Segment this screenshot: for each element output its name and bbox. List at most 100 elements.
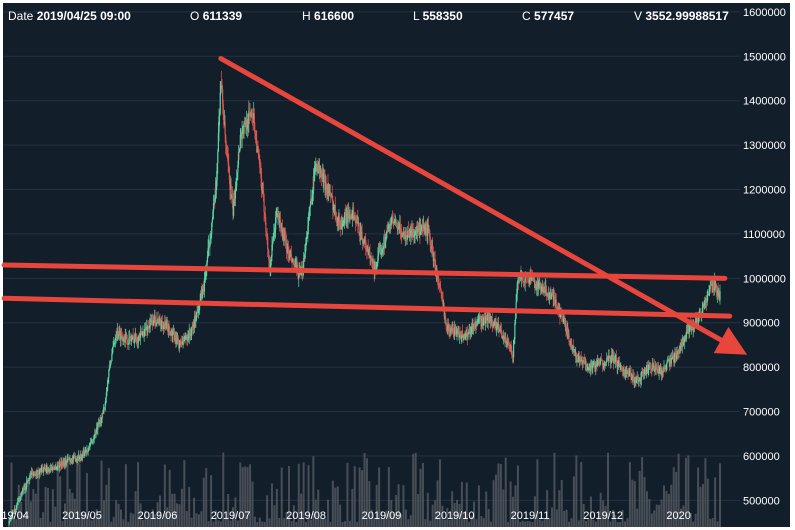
- candle-down: [61, 465, 64, 466]
- candle-down: [240, 133, 243, 140]
- candle-down: [222, 103, 224, 116]
- candle-up: [456, 331, 458, 334]
- volume-bar: [546, 490, 549, 527]
- candle-down: [452, 325, 454, 329]
- candle-up: [375, 268, 377, 269]
- candle-down: [707, 294, 710, 296]
- candle-up: [143, 336, 145, 337]
- volume-bar: [205, 468, 208, 527]
- volume-bar: [151, 509, 154, 527]
- candle-down: [584, 362, 586, 365]
- candle-up: [659, 369, 661, 371]
- candle-up: [161, 321, 163, 324]
- candle-up: [360, 231, 363, 240]
- candle-down: [568, 335, 570, 342]
- candle-down: [151, 320, 153, 322]
- candle-down: [325, 182, 327, 189]
- candle-down: [423, 225, 425, 231]
- volume-bar: [504, 457, 507, 527]
- candle-down: [63, 462, 65, 466]
- candle-down: [542, 289, 545, 293]
- candle-up: [155, 322, 157, 324]
- candle-down: [321, 175, 323, 177]
- candle-down: [291, 260, 293, 263]
- candle-down: [439, 283, 441, 288]
- candle-up: [590, 363, 593, 366]
- candle-down: [503, 338, 506, 340]
- candle-down: [65, 459, 67, 463]
- candle-down: [331, 194, 333, 200]
- candle-up: [233, 192, 235, 206]
- candle-up: [654, 365, 657, 370]
- candle-down: [642, 371, 644, 373]
- volume-bar: [687, 455, 690, 527]
- candle-down: [94, 433, 97, 435]
- candle-down: [293, 265, 296, 266]
- volume-bar: [694, 513, 697, 527]
- candle-down: [417, 227, 419, 229]
- candle-down: [371, 257, 373, 259]
- candle-down: [388, 224, 391, 231]
- candle-up: [94, 433, 96, 439]
- candle-down: [254, 129, 256, 134]
- candle-down: [716, 291, 718, 296]
- volume-bar: [297, 463, 300, 527]
- candle-up: [209, 240, 211, 248]
- candle-up: [271, 241, 274, 245]
- candle-down: [330, 193, 332, 196]
- candle-up: [481, 315, 483, 326]
- candle-up: [186, 337, 188, 339]
- volume-bar: [568, 521, 571, 527]
- candle-up: [250, 111, 252, 117]
- volume-bar: [353, 466, 356, 527]
- candle-down: [402, 233, 404, 235]
- volume-bar: [339, 504, 342, 527]
- volume-bar: [434, 500, 437, 527]
- candle-up: [428, 229, 430, 231]
- candle-up: [492, 321, 495, 328]
- candle-up: [350, 217, 352, 219]
- candle-up: [646, 365, 648, 371]
- candle-down: [310, 198, 313, 202]
- candle-up: [113, 344, 115, 347]
- candle-up: [83, 453, 86, 456]
- candle-down: [632, 373, 635, 379]
- candle-down: [396, 222, 398, 228]
- volume-bar: [280, 467, 283, 527]
- candle-up: [603, 365, 605, 367]
- candle-up: [169, 332, 171, 336]
- volume-bar: [292, 505, 295, 527]
- volume-bar: [438, 459, 441, 527]
- candle-up: [104, 403, 106, 410]
- candle-up: [320, 169, 322, 174]
- candle-up: [362, 240, 364, 244]
- candle-up: [16, 501, 19, 504]
- candle-down: [424, 226, 426, 235]
- candle-down: [74, 455, 76, 458]
- candle-up: [135, 334, 137, 339]
- candle-up: [170, 330, 173, 336]
- candle-down: [379, 249, 381, 251]
- candle-up: [235, 186, 237, 190]
- x-tick-label: 2019/04: [0, 510, 29, 522]
- candle-down: [653, 366, 655, 372]
- candle-down: [393, 221, 395, 224]
- candle-up: [563, 318, 565, 321]
- candle-up: [324, 182, 327, 190]
- candle-up: [610, 356, 612, 363]
- candle-down: [594, 361, 596, 368]
- volume-bar: [424, 519, 427, 527]
- candle-up: [321, 173, 324, 177]
- candle-down: [288, 254, 290, 258]
- candle-down: [296, 265, 299, 271]
- candle-down: [602, 365, 604, 367]
- candle-up: [184, 339, 186, 341]
- candle-down: [327, 184, 329, 193]
- candle-up: [710, 284, 713, 286]
- ohlc-close-label: C: [522, 9, 531, 23]
- candle-up: [356, 219, 358, 223]
- volume-bar: [716, 521, 719, 527]
- candle-down: [629, 371, 632, 374]
- volume-bar: [689, 513, 692, 527]
- candle-up: [16, 503, 18, 509]
